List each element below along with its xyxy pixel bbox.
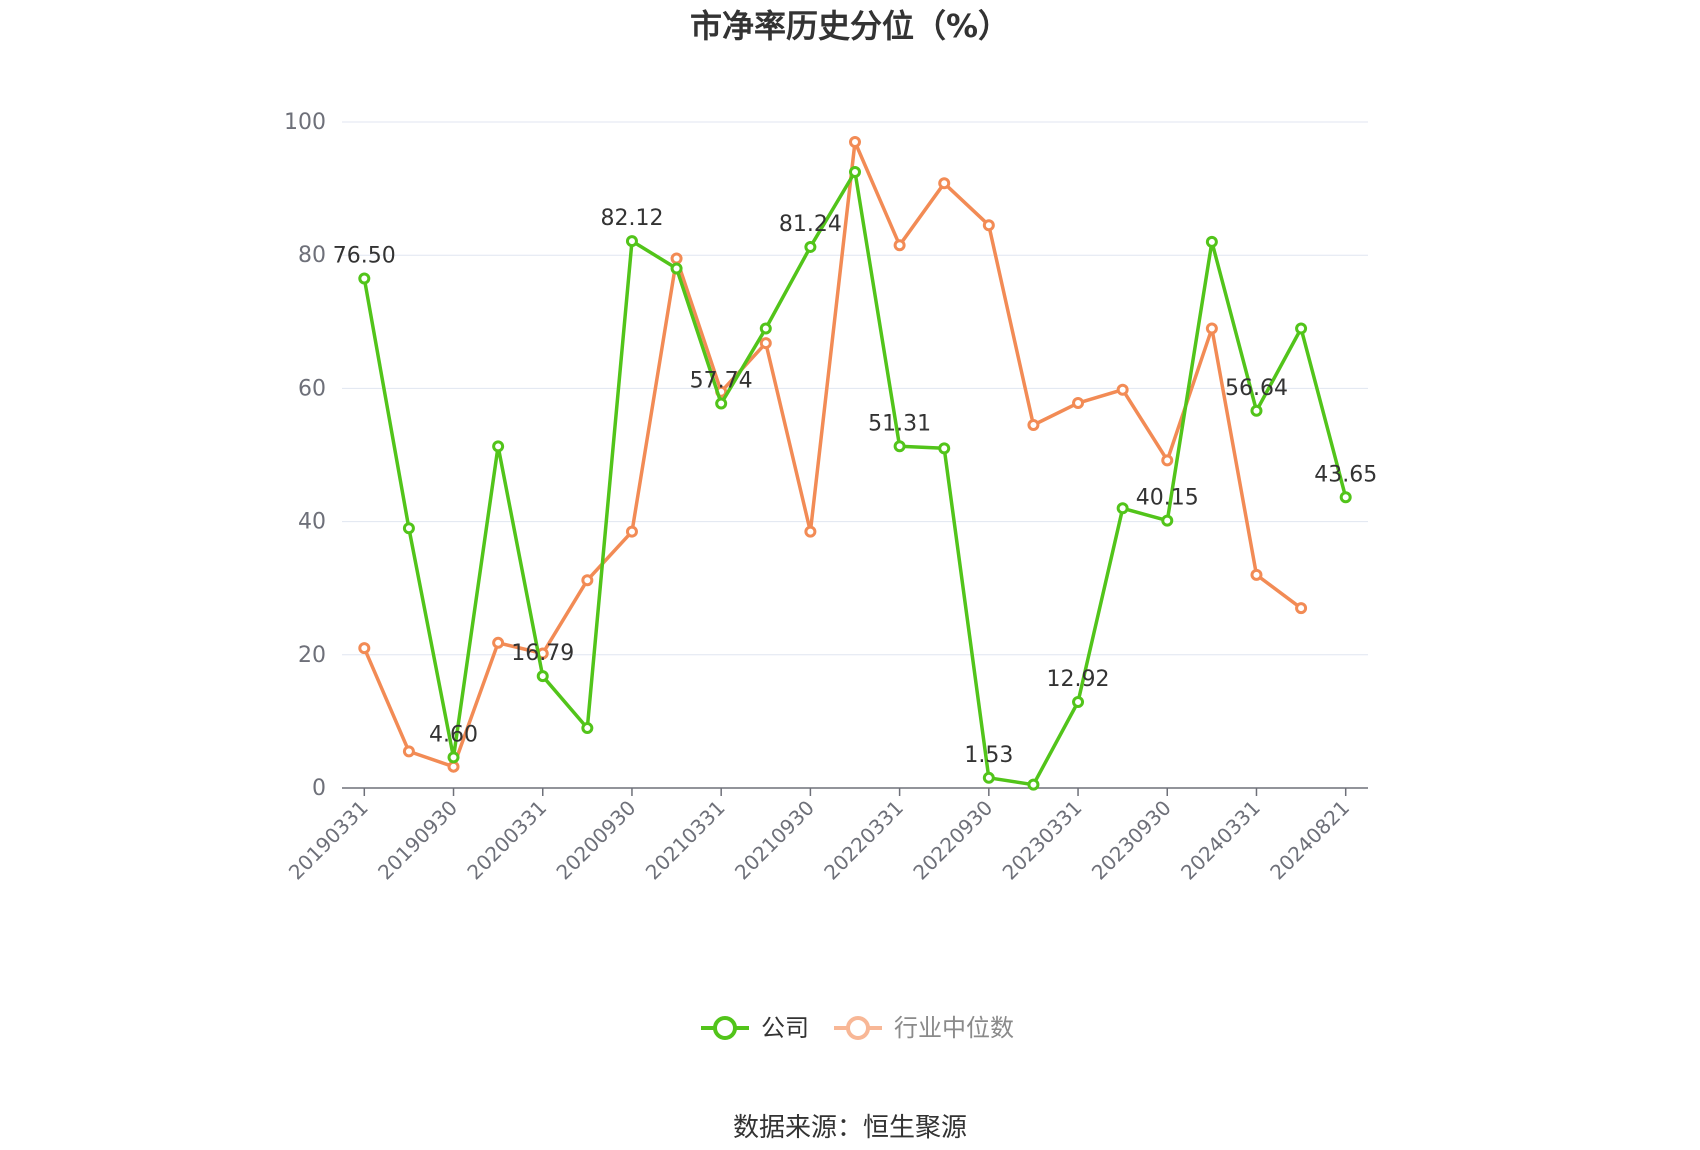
data-point-industry-20200930 — [625, 525, 638, 538]
x-tick-label-20210331: 20210331 — [641, 796, 730, 885]
legend-item-company[interactable]: 公司 — [701, 1014, 809, 1042]
data-point-industry-20191231 — [492, 636, 505, 649]
data-point-company-20220930 — [982, 771, 995, 784]
data-point-industry-20230331 — [1072, 397, 1085, 410]
y-tick-label-20: 20 — [298, 643, 326, 668]
data-label-company-20220930: 1.53 — [964, 743, 1013, 768]
data-point-company-20211231 — [849, 165, 861, 178]
data-point-industry-20201231 — [670, 252, 683, 265]
data-label-company-20230331: 12.92 — [1047, 667, 1110, 692]
data-label-company-20230930: 40.15 — [1136, 486, 1199, 511]
legend[interactable]: 公司 行业中位数 — [701, 1014, 1014, 1042]
data-point-industry-20200630 — [581, 574, 594, 587]
x-tick-label-20220930: 20220930 — [908, 796, 997, 885]
grid — [342, 121, 1368, 656]
data-point-industry-20220331 — [893, 239, 906, 252]
data-point-company-20190630 — [402, 522, 415, 535]
data-point-industry-20230930 — [1161, 454, 1174, 467]
data-label-company-20240331: 56.64 — [1225, 376, 1288, 401]
data-label-company-20200930: 82.12 — [600, 206, 663, 231]
data-point-industry-20231231 — [1205, 322, 1218, 335]
series — [358, 135, 1352, 791]
data-label-company-20240821: 43.65 — [1314, 462, 1377, 487]
y-tick-label-100: 100 — [284, 110, 326, 135]
data-point-company-20240331 — [1250, 404, 1263, 417]
data-point-industry-20190630 — [402, 745, 415, 758]
data-point-industry-20190930 — [447, 760, 460, 773]
data-point-company-20230331 — [1072, 695, 1085, 708]
series-line-company — [362, 170, 1348, 787]
x-tick-label-20200930: 20200930 — [551, 796, 640, 885]
data-point-company-20230630 — [1116, 502, 1129, 515]
legend-company-marker — [713, 1016, 737, 1040]
data-label-company-20190930: 4.60 — [429, 722, 478, 747]
data-label-company-20190331: 76.50 — [333, 244, 396, 269]
data-point-industry-20211231 — [849, 135, 861, 148]
data-point-company-20190331 — [358, 272, 371, 285]
data-point-industry-20240630 — [1295, 602, 1308, 615]
data-point-company-20210331 — [715, 397, 728, 410]
data-point-company-20231231 — [1205, 235, 1218, 248]
data-point-industry-20210930 — [804, 525, 817, 538]
data-label-company-20200331: 16.79 — [511, 641, 574, 666]
x-tick-label-20220331: 20220331 — [819, 796, 908, 885]
x-tick-label-20240331: 20240331 — [1176, 796, 1265, 885]
data-point-company-20200331 — [536, 670, 549, 683]
data-point-industry-20240331 — [1250, 568, 1263, 581]
data-point-company-20200930 — [625, 235, 638, 248]
chart-title: 市净率历史分位（%） — [690, 7, 1010, 45]
data-labels: 76.50 4.60 16.79 82.12 57.74 81.24 51.31 1.53 12… — [333, 206, 1377, 768]
y-tick-label-40: 40 — [298, 510, 326, 535]
y-tick-label-80: 80 — [298, 243, 326, 268]
data-point-industry-20220630 — [938, 177, 951, 190]
data-point-industry-20220930 — [982, 219, 995, 232]
x-tick-label-20190930: 20190930 — [373, 796, 462, 885]
x-tick-label-20240821: 20240821 — [1265, 796, 1354, 885]
data-point-company-20240821 — [1339, 491, 1352, 504]
data-point-industry-20190331 — [358, 642, 371, 655]
data-point-company-20190930 — [447, 751, 460, 764]
data-point-company-20240630 — [1295, 322, 1308, 335]
legend-industry-marker — [846, 1016, 870, 1040]
x-tick-label-20200331: 20200331 — [462, 796, 551, 885]
data-source: 数据来源：恒生聚源 — [733, 1113, 967, 1143]
data-point-company-20230930 — [1161, 514, 1174, 527]
data-point-industry-20221231 — [1027, 419, 1040, 432]
legend-industry-label: 行业中位数 — [894, 1014, 1014, 1042]
data-point-company-20221231 — [1027, 778, 1040, 791]
x-tick-label-20230331: 20230331 — [998, 796, 1087, 885]
x-tick-label-20190331: 20190331 — [284, 796, 373, 885]
series-line-industry — [362, 140, 1303, 769]
y-tick-label-0: 0 — [312, 776, 326, 801]
data-point-industry-20210630 — [759, 337, 772, 350]
y-tick-label-60: 60 — [298, 376, 326, 401]
legend-item-industry[interactable]: 行业中位数 — [834, 1014, 1014, 1042]
data-point-industry-20230630 — [1116, 383, 1129, 396]
data-label-company-20210331: 57.74 — [690, 368, 753, 393]
data-point-company-20220630 — [938, 442, 951, 455]
data-label-company-20220331: 51.31 — [868, 411, 931, 436]
data-point-company-20200630 — [581, 722, 594, 735]
data-label-company-20210930: 81.24 — [779, 212, 842, 237]
legend-company-label: 公司 — [761, 1014, 809, 1042]
data-point-company-20210630 — [759, 322, 772, 335]
data-point-company-20191231 — [492, 440, 505, 453]
data-point-company-20210930 — [804, 240, 817, 253]
data-point-company-20201231 — [670, 262, 683, 275]
data-point-company-20220331 — [893, 440, 906, 453]
x-tick-label-20210930: 20210930 — [730, 796, 819, 885]
x-tick-label-20230930: 20230930 — [1087, 796, 1176, 885]
